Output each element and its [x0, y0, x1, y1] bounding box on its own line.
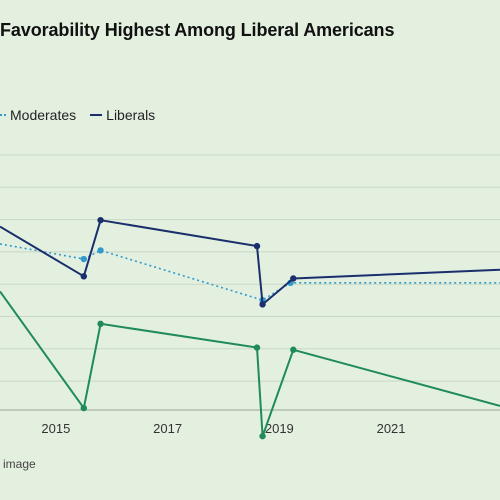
- x-tick-label: 2021: [377, 421, 406, 436]
- data-point-series-2: [253, 344, 261, 351]
- legend-label-moderates: Moderates: [10, 107, 77, 123]
- data-point-liberals: [259, 301, 266, 308]
- series-line-moderates: [0, 243, 500, 301]
- data-point-series-2: [259, 432, 266, 440]
- legend-label-liberals: Liberals: [106, 107, 156, 123]
- data-point-series-2: [80, 404, 87, 412]
- data-point-liberals: [290, 275, 297, 282]
- legend-swatch-liberals: [90, 114, 103, 116]
- legend-item-liberals: Liberals: [90, 107, 155, 123]
- data-point-series-2: [290, 346, 297, 353]
- chart-title: Favorability Highest Among Liberal Ameri…: [0, 20, 395, 40]
- data-point-moderates: [97, 247, 104, 254]
- legend-item-moderates: Moderates: [0, 107, 76, 123]
- data-point-series-2: [97, 320, 104, 328]
- data-point-liberals: [253, 242, 261, 250]
- legend-swatch-moderates: [0, 114, 6, 116]
- footer-note: image: [3, 457, 36, 471]
- x-tick-label: 2015: [41, 421, 70, 436]
- data-point-liberals: [97, 216, 104, 224]
- data-point-moderates: [80, 255, 87, 263]
- data-point-liberals: [80, 273, 87, 280]
- chart-legend: Moderates Liberals: [0, 107, 155, 123]
- series-line-liberals: [0, 219, 500, 306]
- series-line-series-2: [0, 290, 500, 438]
- x-tick-label: 2017: [153, 421, 182, 436]
- x-tick-label: 2019: [265, 421, 294, 436]
